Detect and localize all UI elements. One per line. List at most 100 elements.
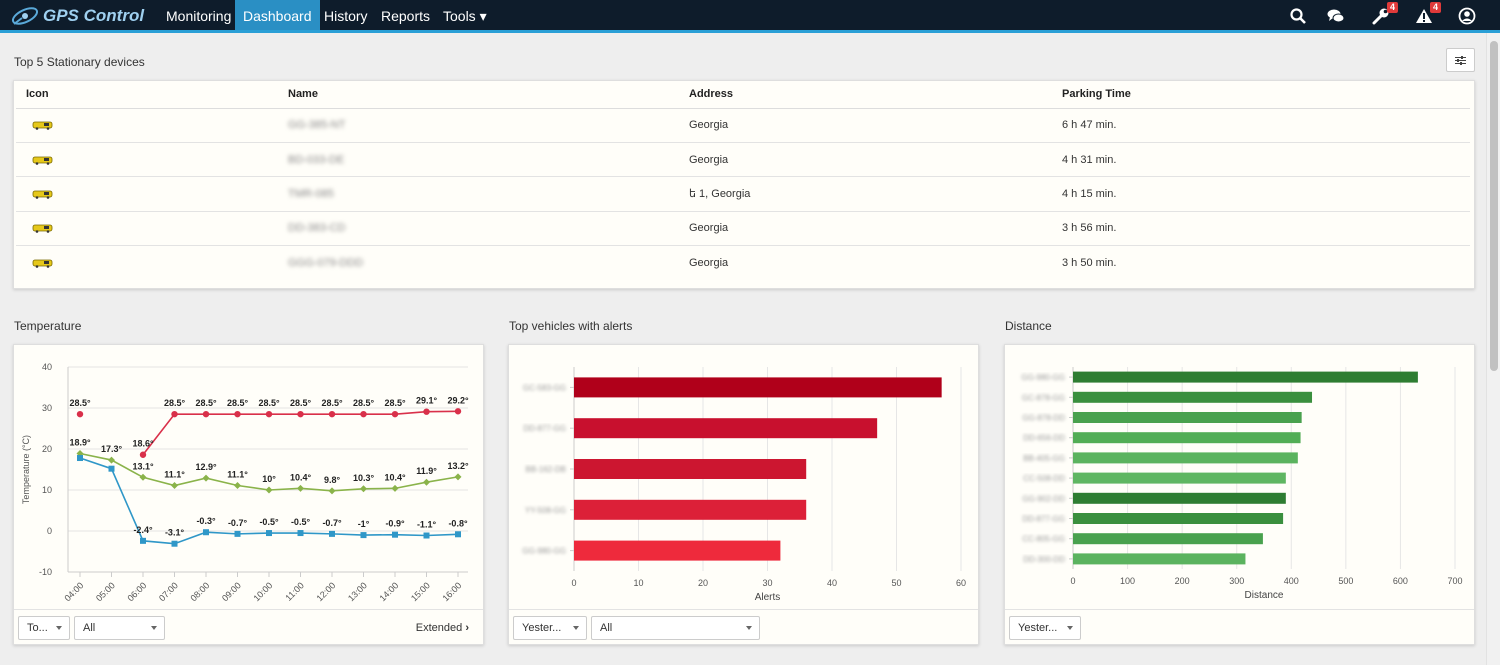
data-point [266,530,272,537]
wrench-icon[interactable]: 4 [1371,2,1398,26]
temperature-device-select[interactable]: All [74,616,165,640]
extended-link[interactable]: Extended › [416,622,469,634]
category-label: GC-583-GG [523,383,566,392]
data-point [360,410,367,418]
data-point [297,484,304,492]
x-tick-label: 16:00 [440,580,463,603]
data-label: 18.6° [132,439,154,449]
data-label: 9.8° [324,475,341,485]
x-tick-label: 10 [633,578,643,588]
nav-monitoring[interactable]: Monitoring [166,8,232,24]
y-tick-label: -10 [39,567,52,577]
data-point [297,410,304,418]
data-point [392,531,398,538]
data-label: 11.1° [227,469,248,479]
data-point [202,410,210,418]
nav-reports[interactable]: Reports [381,8,431,24]
car-icon [32,259,53,268]
car-icon [32,121,53,131]
data-label: 28.5° [353,398,375,408]
bar [1073,533,1263,545]
alert-badge: 4 [1429,2,1441,13]
brand-name: GPS Control [43,6,145,25]
table-row[interactable]: BD-033-DE Georgia 4 h 31 min. [16,142,1470,178]
vehicle-icon-cell [16,246,278,280]
alert-icon[interactable]: 4 [1414,2,1441,26]
device-name: GG-385-NT [278,108,679,143]
table-row[interactable]: GG-385-NT Georgia 6 h 47 min. [16,108,1470,143]
filter-settings-button[interactable] [1446,48,1475,72]
alerts-period-select[interactable]: Yester... [513,616,587,640]
search-icon[interactable] [1288,6,1308,26]
data-point [234,481,241,489]
alerts-device-select[interactable]: All [591,616,760,640]
data-label: 11.1° [164,469,185,479]
temperature-panel: -10 0 10 20 30 40 04:00 05:00 06:00 07:00 08:00 09:… [13,344,484,645]
x-tick-label: 0 [571,578,576,588]
data-label: 28.5° [321,398,343,408]
data-point [234,530,241,537]
y-tick-label: 0 [47,526,52,536]
x-tick-label: 60 [956,578,966,588]
y-tick-label: 10 [42,485,52,495]
data-label: -1.1° [417,520,437,530]
bar [1073,452,1298,464]
vehicle-icon-cell [16,142,278,178]
data-label: 11.9° [416,466,437,476]
data-label: 28.5° [258,398,280,408]
x-tick-label: 05:00 [94,580,117,603]
bar [574,377,942,398]
car-icon [32,156,53,165]
extended-label: Extended [415,622,463,634]
device-name: DD-383-CD [278,211,679,247]
category-label: GG-878-DD [1022,414,1065,423]
category-label: YY-508-GG [525,506,566,515]
satellite-icon [11,7,39,25]
brand-logo[interactable]: GPS Control [10,4,144,28]
table-row[interactable]: GGG-079-DDD Georgia 3 h 50 min. [16,246,1470,280]
table-row[interactable]: TMR-085 ե 1, Georgia 4 h 15 min. [16,176,1470,212]
temperature-period-select[interactable]: To... [18,616,70,640]
x-tick-label: 300 [1229,576,1244,586]
nav-dashboard[interactable]: Dashboard [235,0,320,30]
device-name-text: GG-385-NT [288,119,346,132]
data-point [108,465,115,472]
data-label: 28.5° [384,398,406,408]
bar [1073,492,1286,504]
x-tick-label: 12:00 [314,580,337,603]
chat-icon[interactable] [1326,6,1346,26]
x-tick-label: 04:00 [62,580,85,603]
user-icon[interactable] [1457,6,1477,26]
data-point [265,410,273,418]
data-label: 28.5° [195,398,217,408]
chevron-right-icon: › [465,622,469,634]
nav-tools[interactable]: Tools ▾ [443,8,487,24]
data-point [139,473,147,481]
page-scrollbar[interactable] [1486,33,1500,665]
y-tick-label: 40 [42,362,52,372]
stationary-panel: Icon Name Address Parking Time GG-385-NT… [13,80,1475,289]
distance-chart: 0 100 200 300 400 500 600 700 Distance GG-980-GG G… [1021,367,1463,601]
data-point [328,410,336,418]
car-icon [32,225,53,234]
data-label: -0.3° [196,516,216,526]
nav-history[interactable]: History [324,8,368,24]
x-tick-label: 15:00 [409,580,432,603]
data-point [454,408,462,415]
device-name-text: GGG-079-DDD [288,257,364,269]
col-address: Address [679,81,1052,109]
data-label: 29.1° [416,396,438,406]
x-tick-label: 10:00 [251,580,274,603]
device-parking-time: 3 h 50 min. [1062,257,1117,269]
x-tick-label: 400 [1284,576,1299,586]
x-tick-label: 200 [1175,576,1190,586]
x-axis-label: Distance [1245,590,1284,601]
distance-period-select[interactable]: Yester... [1009,616,1081,640]
stationary-table: Icon Name Address Parking Time GG-385-NT… [16,81,1470,280]
category-label: DD-877-GG [523,424,566,433]
data-point [140,537,146,544]
table-row[interactable]: DD-383-CD Georgia 3 h 56 min. [16,211,1470,247]
data-label: 28.5° [227,398,249,408]
scrollbar-thumb[interactable] [1490,41,1498,371]
data-label: -0.8° [448,518,468,528]
